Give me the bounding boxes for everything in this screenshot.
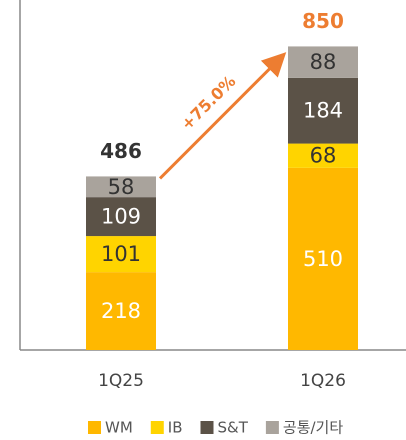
legend-label: 공통/기타 bbox=[283, 419, 343, 437]
legend-label: WM bbox=[105, 419, 133, 437]
bar-segment bbox=[86, 176, 156, 198]
growth-arrow bbox=[158, 52, 287, 180]
data-label: 109 bbox=[101, 205, 141, 229]
legend-swatch bbox=[200, 421, 214, 434]
data-label: 88 bbox=[310, 50, 337, 74]
legend-swatch bbox=[265, 421, 279, 434]
data-label: 58 bbox=[108, 175, 135, 199]
x-tick-label: 1Q25 bbox=[98, 371, 144, 391]
bar-segment bbox=[288, 46, 358, 78]
data-label: 68 bbox=[310, 144, 337, 168]
legend-label: S&T bbox=[218, 419, 249, 437]
bar-segment bbox=[288, 167, 358, 350]
data-label: 510 bbox=[303, 247, 343, 271]
data-label: 184 bbox=[303, 99, 343, 123]
bar-segment bbox=[86, 197, 156, 237]
annotation: +75.0% bbox=[177, 72, 239, 134]
legend-label: IB bbox=[168, 419, 183, 437]
bar-segment bbox=[288, 143, 358, 168]
total-label: 850 bbox=[302, 9, 344, 33]
data-label: 218 bbox=[101, 299, 141, 323]
data-label: 101 bbox=[101, 242, 141, 266]
bar-segment bbox=[86, 272, 156, 350]
legend-swatch bbox=[88, 421, 101, 434]
x-tick-label: 1Q26 bbox=[300, 371, 346, 391]
bar-segment bbox=[288, 77, 358, 144]
total-label: 486 bbox=[100, 139, 142, 163]
bar-segment bbox=[86, 236, 156, 273]
legend-swatch bbox=[150, 421, 164, 434]
